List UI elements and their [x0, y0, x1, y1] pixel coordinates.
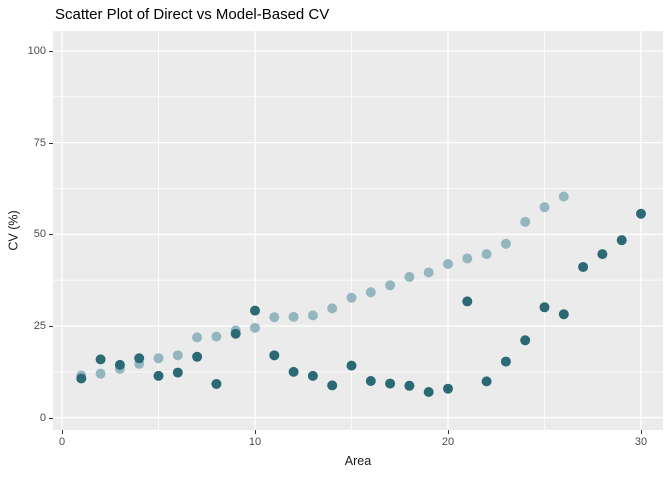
scatter-plot-svg	[53, 31, 663, 430]
data-point-model-based-cv	[269, 312, 280, 323]
x-tick-mark	[255, 430, 256, 434]
data-point-direct-cv	[365, 376, 376, 387]
y-tick-label: 50	[33, 228, 46, 241]
data-point-direct-cv	[230, 328, 241, 339]
x-tick-mark	[448, 430, 449, 434]
data-point-direct-cv	[385, 378, 396, 389]
y-tick-label: 75	[33, 136, 46, 149]
y-tick-mark	[49, 417, 53, 419]
x-tick-label: 0	[58, 436, 66, 448]
data-point-direct-cv	[578, 261, 589, 272]
data-point-direct-cv	[500, 356, 511, 367]
data-point-direct-cv	[269, 350, 280, 361]
data-point-direct-cv	[539, 302, 550, 313]
data-point-model-based-cv	[462, 253, 473, 264]
x-tick-mark	[62, 430, 63, 434]
data-point-direct-cv	[192, 351, 203, 362]
data-point-direct-cv	[423, 387, 434, 398]
x-tick-mark	[641, 430, 642, 434]
data-point-direct-cv	[153, 370, 164, 381]
data-point-model-based-cv	[211, 331, 222, 342]
data-point-direct-cv	[346, 360, 357, 371]
data-point-direct-cv	[327, 380, 338, 391]
y-tick-label: 100	[27, 44, 46, 57]
data-point-direct-cv	[172, 367, 183, 378]
data-point-direct-cv	[307, 370, 318, 381]
y-tick-label: 0	[39, 411, 46, 424]
data-point-model-based-cv	[153, 353, 164, 364]
data-point-model-based-cv	[250, 322, 260, 333]
data-point-model-based-cv	[558, 191, 569, 202]
y-tick-mark	[49, 142, 53, 144]
data-point-direct-cv	[76, 373, 87, 384]
data-point-direct-cv	[616, 235, 627, 246]
x-tick-label: 10	[248, 436, 262, 448]
data-point-model-based-cv	[404, 271, 415, 282]
data-point-direct-cv	[250, 305, 260, 316]
data-point-direct-cv	[481, 376, 492, 387]
x-axis-title: Area	[344, 454, 372, 468]
x-tick-label: 20	[441, 436, 455, 448]
data-point-model-based-cv	[520, 216, 531, 227]
data-point-model-based-cv	[481, 249, 492, 260]
data-point-direct-cv	[114, 359, 125, 370]
data-point-model-based-cv	[192, 332, 203, 343]
y-tick-mark	[49, 234, 53, 236]
data-point-model-based-cv	[385, 280, 396, 291]
y-tick-mark	[49, 50, 53, 52]
data-point-direct-cv	[597, 249, 608, 260]
data-point-direct-cv	[520, 335, 531, 346]
data-point-model-based-cv	[95, 368, 106, 379]
data-point-model-based-cv	[172, 350, 183, 361]
chart-title: Scatter Plot of Direct vs Model-Based CV	[55, 6, 330, 23]
data-point-direct-cv	[211, 378, 222, 389]
data-point-model-based-cv	[365, 287, 376, 298]
data-point-direct-cv	[558, 309, 569, 320]
data-point-direct-cv	[134, 353, 145, 364]
y-tick-label: 25	[33, 320, 46, 332]
data-point-model-based-cv	[307, 310, 318, 321]
data-point-model-based-cv	[423, 267, 434, 278]
data-point-direct-cv	[288, 366, 299, 377]
y-tick-mark	[49, 326, 53, 327]
data-point-model-based-cv	[500, 238, 511, 249]
data-point-model-based-cv	[539, 202, 550, 213]
data-point-model-based-cv	[327, 303, 338, 314]
data-point-model-based-cv	[346, 292, 357, 303]
data-point-direct-cv	[443, 383, 453, 394]
plot-panel	[53, 31, 663, 430]
data-point-direct-cv	[636, 208, 646, 219]
data-point-direct-cv	[95, 354, 106, 365]
data-point-model-based-cv	[443, 259, 453, 270]
data-point-direct-cv	[404, 380, 415, 391]
data-point-model-based-cv	[288, 311, 299, 322]
data-point-direct-cv	[462, 296, 473, 307]
x-tick-label: 30	[634, 436, 648, 448]
